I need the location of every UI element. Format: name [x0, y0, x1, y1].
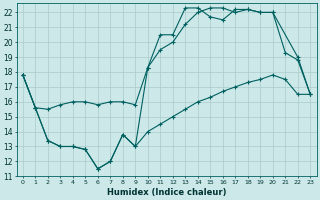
X-axis label: Humidex (Indice chaleur): Humidex (Indice chaleur): [107, 188, 226, 197]
